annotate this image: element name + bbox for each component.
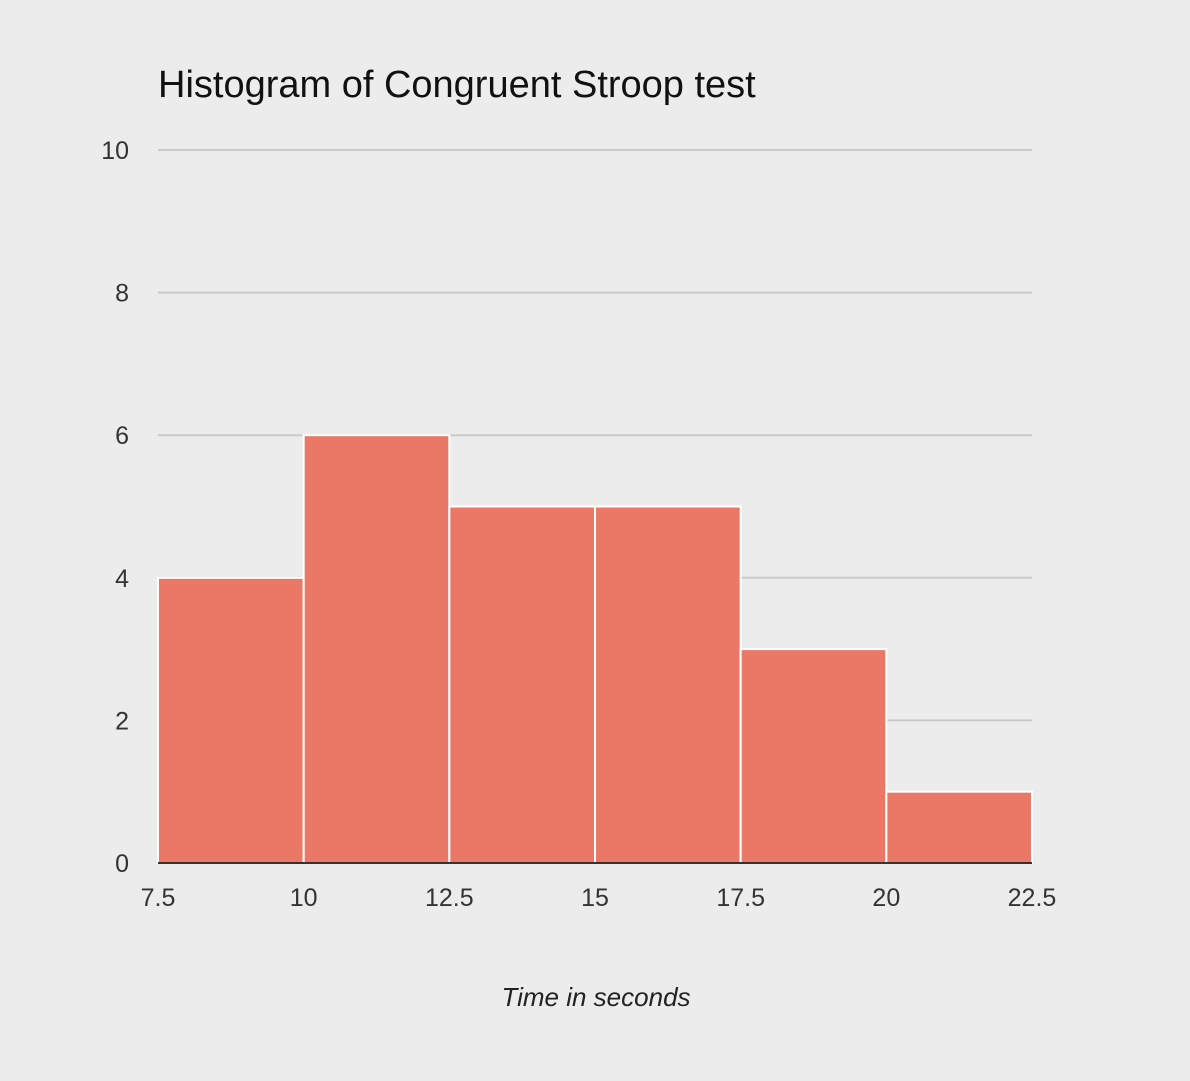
histogram-bar xyxy=(739,648,888,864)
x-tick-label: 7.5 xyxy=(141,884,176,912)
x-tick-label: 12.5 xyxy=(425,884,474,912)
x-tick-label: 22.5 xyxy=(1008,884,1057,912)
x-axis-tick-labels: 7.5 10 12.5 15 17.5 20 22.5 xyxy=(141,884,1057,912)
x-tick-label: 10 xyxy=(290,884,318,912)
histogram-bar xyxy=(448,505,597,864)
x-axis-title: Time in seconds xyxy=(501,982,690,1012)
histogram-bars xyxy=(157,434,1033,865)
x-tick-label: 15 xyxy=(581,884,609,912)
histogram-bar xyxy=(157,576,305,864)
y-tick-label: 8 xyxy=(115,280,129,308)
x-tick-label: 20 xyxy=(872,884,900,912)
histogram-bar xyxy=(885,790,1033,865)
x-tick-label: 17.5 xyxy=(716,884,765,912)
histogram-bar xyxy=(594,505,742,864)
y-tick-label: 2 xyxy=(115,707,129,735)
y-tick-label: 4 xyxy=(115,565,129,593)
histogram-bar xyxy=(302,434,451,864)
chart-title: Histogram of Congruent Stroop test xyxy=(158,64,756,106)
y-tick-label: 0 xyxy=(115,850,129,878)
y-axis-tick-labels: 0 2 4 6 8 10 xyxy=(101,137,129,878)
y-tick-label: 10 xyxy=(101,137,129,165)
y-tick-label: 6 xyxy=(115,422,129,450)
